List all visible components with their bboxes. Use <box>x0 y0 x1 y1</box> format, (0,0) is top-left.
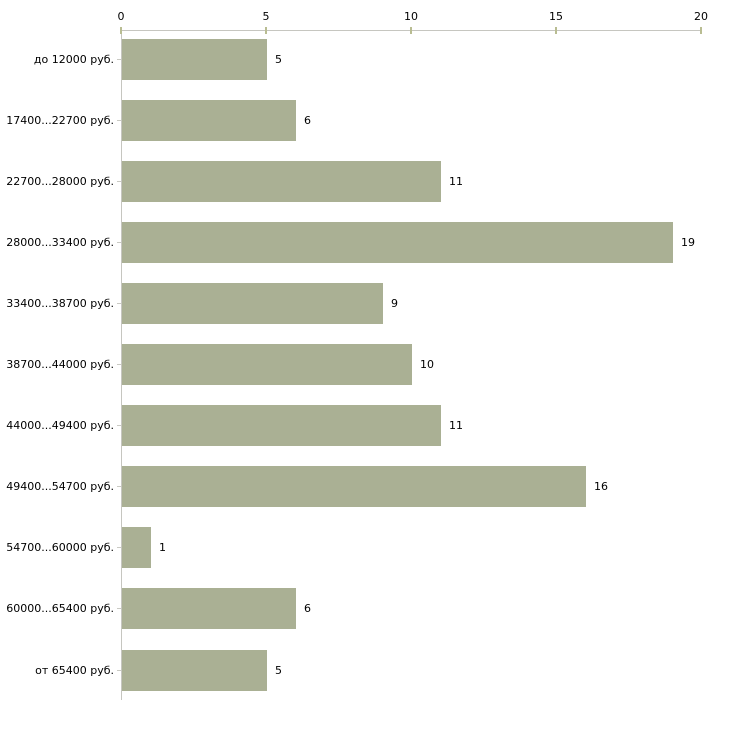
bar-value-label: 19 <box>681 236 695 249</box>
bar <box>122 466 586 507</box>
category-tick-mark <box>117 608 121 609</box>
category-tick-mark <box>117 242 121 243</box>
bar-value-label: 9 <box>391 297 398 310</box>
category-tick-mark <box>117 120 121 121</box>
x-tick-label: 5 <box>262 10 270 23</box>
bar <box>122 650 267 691</box>
bar <box>122 39 267 80</box>
bar-value-label: 11 <box>449 419 463 432</box>
bar <box>122 161 441 202</box>
bar <box>122 405 441 446</box>
category-label: 54700...60000 руб. <box>6 541 114 554</box>
category-tick-mark <box>117 425 121 426</box>
category-tick-mark <box>117 59 121 60</box>
category-label: до 12000 руб. <box>33 53 114 66</box>
x-tick-label: 20 <box>694 10 708 23</box>
category-tick-mark <box>117 486 121 487</box>
bar <box>122 344 412 385</box>
bar-row: 17400...22700 руб. 6 <box>0 100 730 141</box>
bar <box>122 100 296 141</box>
category-tick-mark <box>117 364 121 365</box>
x-tick-mark <box>410 27 412 34</box>
category-label: 22700...28000 руб. <box>6 175 114 188</box>
bar <box>122 283 383 324</box>
bar-value-label: 11 <box>449 175 463 188</box>
category-label: от 65400 руб. <box>35 664 114 677</box>
x-tick-mark <box>555 27 557 34</box>
x-tick-label: 0 <box>117 10 125 23</box>
category-label: 33400...38700 руб. <box>6 297 114 310</box>
category-label: 49400...54700 руб. <box>6 480 114 493</box>
category-label: 44000...49400 руб. <box>6 419 114 432</box>
bar-value-label: 5 <box>275 664 282 677</box>
category-label: 60000...65400 руб. <box>6 602 114 615</box>
x-tick-mark <box>700 27 702 34</box>
category-tick-mark <box>117 181 121 182</box>
bar-row: 28000...33400 руб. 19 <box>0 222 730 263</box>
x-tick-label: 10 <box>404 10 418 23</box>
bar-row: 38700...44000 руб. 10 <box>0 344 730 385</box>
bar-row: до 12000 руб. 5 <box>0 39 730 80</box>
bar-row: от 65400 руб. 5 <box>0 650 730 691</box>
category-label: 28000...33400 руб. <box>6 236 114 249</box>
bar-row: 22700...28000 руб. 11 <box>0 161 730 202</box>
bar-value-label: 6 <box>304 114 311 127</box>
bar-value-label: 10 <box>420 358 434 371</box>
category-label: 17400...22700 руб. <box>6 114 114 127</box>
bar <box>122 222 673 263</box>
category-tick-mark <box>117 670 121 671</box>
category-tick-mark <box>117 303 121 304</box>
bar-row: 33400...38700 руб. 9 <box>0 283 730 324</box>
bar-row: 44000...49400 руб. 11 <box>0 405 730 446</box>
x-tick-mark <box>265 27 267 34</box>
category-tick-mark <box>117 547 121 548</box>
x-tick-label: 15 <box>549 10 563 23</box>
y-axis-line <box>121 30 122 700</box>
bar-value-label: 1 <box>159 541 166 554</box>
bar <box>122 588 296 629</box>
category-label: 38700...44000 руб. <box>6 358 114 371</box>
bar-value-label: 6 <box>304 602 311 615</box>
bar-value-label: 5 <box>275 53 282 66</box>
bar-row: 49400...54700 руб. 16 <box>0 466 730 507</box>
x-tick-mark <box>120 27 122 34</box>
bar-row: 54700...60000 руб. 1 <box>0 527 730 568</box>
bar-row: 60000...65400 руб. 6 <box>0 588 730 629</box>
bar <box>122 527 151 568</box>
bar-value-label: 16 <box>594 480 608 493</box>
